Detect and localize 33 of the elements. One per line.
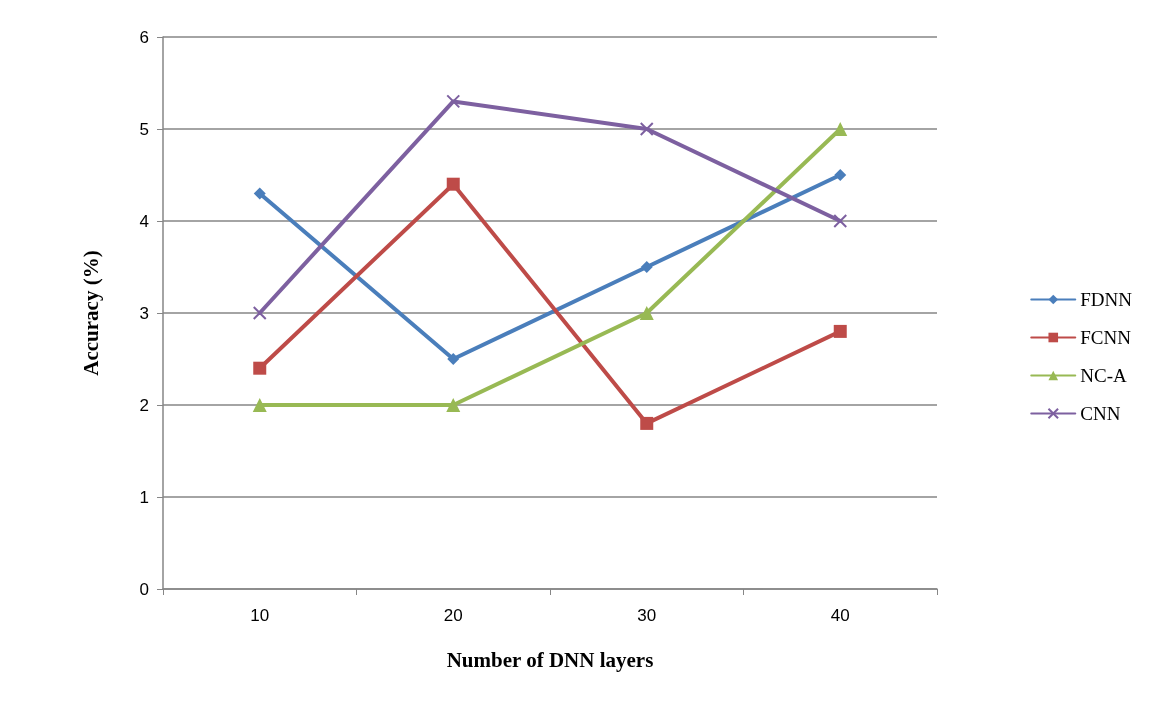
point [639, 122, 654, 136]
point [446, 177, 460, 191]
x-tick-label: 40 [830, 606, 850, 625]
y-tick-label: 6 [139, 27, 149, 47]
x-tick-label: 20 [443, 606, 463, 625]
legend-label: CNN [1080, 403, 1121, 424]
y-tick-label: 5 [139, 119, 149, 139]
point [253, 187, 266, 200]
point [253, 361, 267, 375]
point [640, 261, 653, 273]
y-tick-label: 0 [139, 579, 149, 599]
y-axis-title: Accuracy (%) [78, 250, 103, 376]
point [640, 416, 654, 430]
x-tick-label: 10 [250, 606, 270, 625]
y-tick-label: 4 [139, 211, 149, 231]
y-tick-label: 1 [139, 487, 149, 507]
point [252, 398, 267, 412]
x-axis-title: Number of DNN layers [446, 647, 654, 672]
point [639, 306, 654, 320]
point [446, 94, 461, 109]
point [834, 169, 847, 181]
point [833, 122, 848, 136]
legend-label: NC-A [1080, 365, 1127, 386]
legend-label: FDNN [1080, 289, 1133, 310]
x-tick-label: 30 [637, 606, 657, 625]
point [833, 214, 848, 228]
y-tick-label: 3 [139, 303, 149, 323]
point [446, 398, 461, 412]
legend-label: FCNN [1080, 327, 1132, 348]
point [833, 324, 847, 338]
point [252, 306, 267, 320]
y-tick-label: 2 [139, 395, 149, 415]
point [447, 353, 460, 365]
